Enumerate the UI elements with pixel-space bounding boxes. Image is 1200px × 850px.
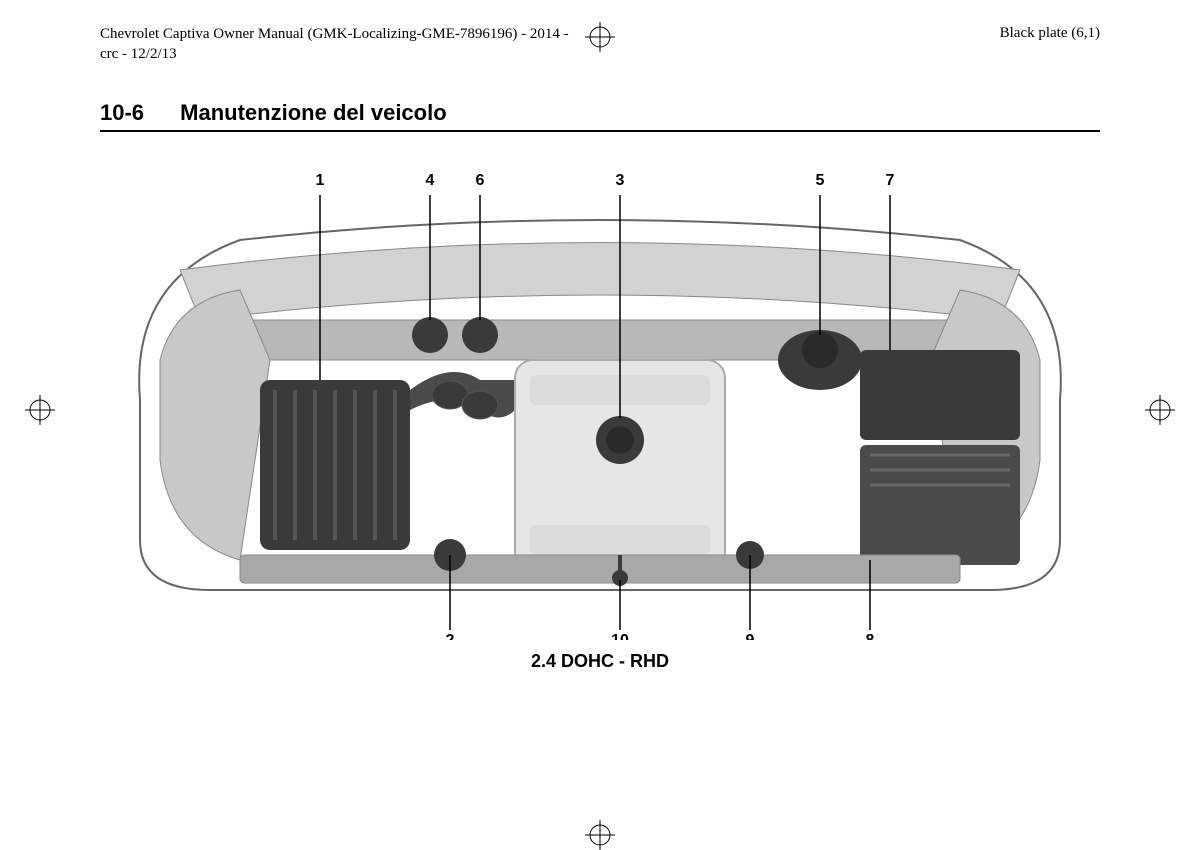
header-right: Black plate (6,1) [1000, 25, 1100, 42]
section-heading: 10-6 Manutenzione del veicolo [100, 100, 1100, 132]
section-title-text: Manutenzione del veicolo [180, 100, 446, 125]
callout-8: 8 [866, 632, 875, 640]
callout-9: 9 [746, 632, 755, 640]
section-number: 10-6 [100, 100, 144, 125]
diagram-caption: 2.4 DOHC - RHD [120, 651, 1080, 672]
doc-title-line2: crc - 12/2/13 [100, 45, 569, 65]
callout-3: 3 [616, 172, 625, 189]
callout-5: 5 [816, 172, 825, 189]
crop-mark-top-icon [585, 22, 615, 52]
brake-reservoir-icon [778, 330, 862, 390]
fuse-box-icon [860, 350, 1020, 565]
engine-bay-illustration-icon: 1 4 6 3 5 7 2 10 9 8 [120, 160, 1080, 640]
header-left: Chevrolet Captiva Owner Manual (GMK-Loca… [100, 25, 569, 64]
doc-title-line1: Chevrolet Captiva Owner Manual (GMK-Loca… [100, 25, 569, 45]
callout-1: 1 [316, 172, 325, 189]
air-filter-box-icon [260, 380, 410, 550]
crop-mark-bottom-icon [585, 820, 615, 850]
callout-2: 2 [446, 632, 455, 640]
engine-diagram: 1 4 6 3 5 7 2 10 9 8 2.4 DOHC - RHD [120, 160, 1080, 680]
callout-7: 7 [886, 172, 895, 189]
callout-10: 10 [611, 632, 629, 640]
callout-6: 6 [476, 172, 485, 189]
crop-mark-right-icon [1145, 395, 1175, 425]
callout-4: 4 [426, 172, 435, 189]
page-section: 10-6 Manutenzione del veicolo [100, 100, 1100, 132]
crop-mark-left-icon [25, 395, 55, 425]
